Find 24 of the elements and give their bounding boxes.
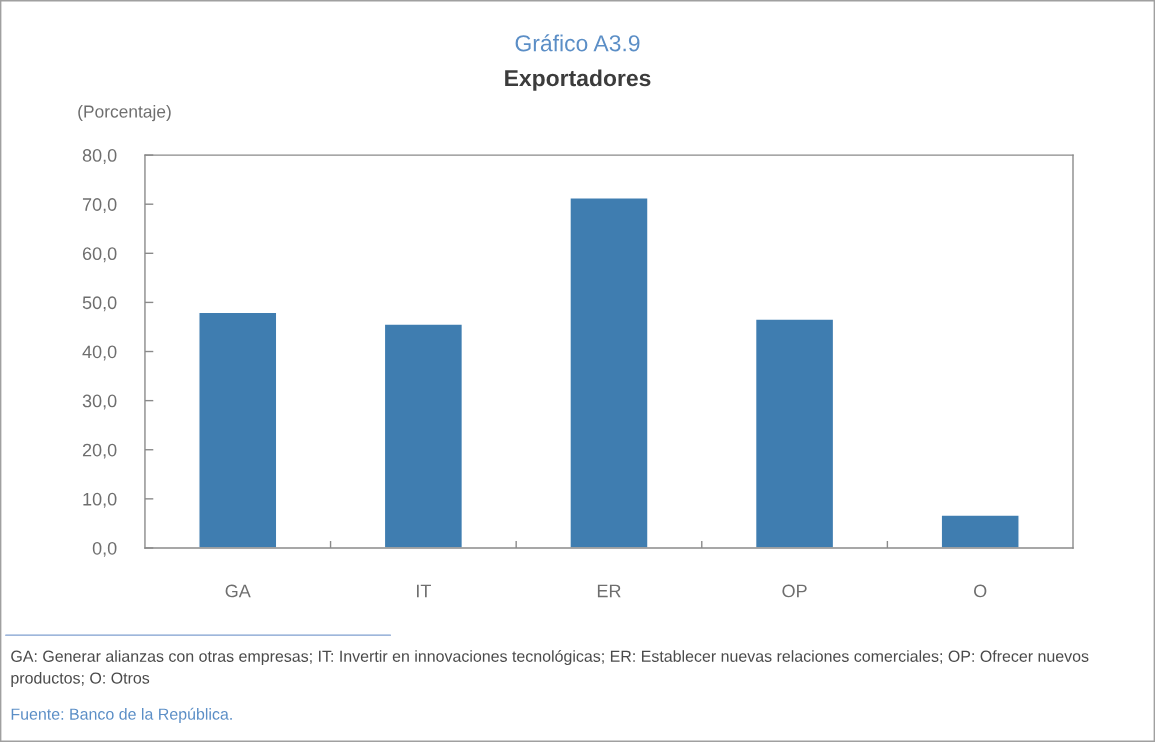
x-tick-label: ER bbox=[597, 584, 621, 598]
chart-title: Gráfico A3.9 bbox=[515, 34, 640, 52]
x-tick-label: O bbox=[974, 584, 987, 598]
bar bbox=[940, 514, 1020, 548]
y-tick-label: 40,0 bbox=[82, 345, 117, 361]
y-axis-title: (Porcentaje) bbox=[78, 104, 171, 122]
y-tick-label: 80,0 bbox=[82, 149, 117, 164]
y-tick-label: 20,0 bbox=[82, 443, 117, 459]
y-tick-label: 0,0 bbox=[92, 541, 117, 557]
x-tick-label: IT bbox=[417, 584, 431, 598]
source-note: Fuente: Banco de la República. bbox=[11, 707, 232, 723]
y-tick-label: 50,0 bbox=[82, 296, 117, 312]
bar bbox=[383, 323, 464, 548]
x-tick-label: OP bbox=[782, 584, 807, 598]
y-tick-label: 10,0 bbox=[83, 492, 117, 508]
y-tick-label: 30,0 bbox=[82, 394, 117, 410]
bar bbox=[754, 318, 835, 548]
text: GA: Generar alianzas con otras empresas; IT: Invertir en innovaciones tecnológicas; ER: Establecer nuevas relaciones comerciales; OP: Ofrecer nuevos productos; O: Otros bbox=[11, 649, 1089, 687]
bar bbox=[569, 197, 649, 548]
y-tick-label: 70,0 bbox=[82, 198, 117, 214]
x-tick-label: GA bbox=[225, 584, 251, 598]
bar bbox=[198, 311, 278, 548]
y-tick-label: 60,0 bbox=[82, 247, 117, 263]
chart-subtitle: Exportadores bbox=[505, 69, 651, 91]
